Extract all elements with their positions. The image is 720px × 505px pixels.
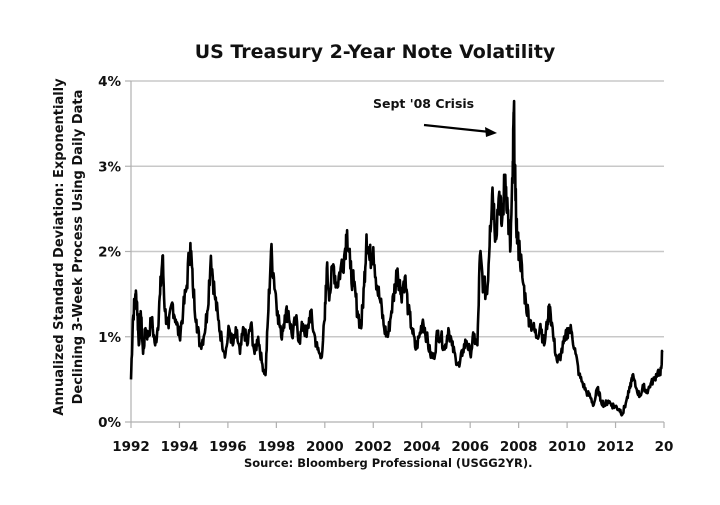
y-tick-labels: 0% 1% 2% 3% 4% [98, 74, 121, 431]
x-tick-label: 2004 [403, 439, 441, 455]
x-tick-label: 2010 [548, 439, 586, 455]
annotation-arrow [423, 123, 497, 137]
x-tick-label: 20 [655, 439, 674, 455]
y-tick-label: 0% [98, 415, 121, 431]
source-note: Source: Bloomberg Professional (USGG2YR)… [244, 456, 532, 470]
y-axis-label-line-2: Declining 3-Week Process Using Daily Dat… [71, 90, 86, 405]
y-tick-label: 2% [98, 245, 121, 261]
x-tick-label: 1996 [209, 439, 247, 455]
x-tick-label: 2008 [500, 439, 538, 455]
y-tick-label: 4% [98, 74, 121, 90]
x-tick-label: 2012 [597, 439, 635, 455]
annotation-label: Sept '08 Crisis [373, 96, 474, 111]
x-tick-label: 1994 [161, 439, 199, 455]
series-line-volatility [129, 99, 664, 417]
x-tick-label: 1992 [112, 439, 150, 455]
x-tick-label: 2002 [354, 439, 392, 455]
x-tick-labels: 1992 1994 1996 1998 2000 2002 2004 2006 2008 2010… [112, 439, 673, 455]
x-tick-label: 1998 [258, 439, 296, 455]
x-tick-label: 2000 [306, 439, 344, 455]
x-tick-label: 2006 [451, 439, 489, 455]
y-axis-label-line-1: Annualized Standard Deviation: Exponenti… [52, 78, 67, 416]
gridlines [131, 80, 664, 338]
y-axis-label: Annualized Standard Deviation: Exponenti… [52, 78, 86, 416]
y-tick-label: 1% [98, 330, 121, 346]
axes [125, 80, 665, 428]
y-tick-label: 3% [98, 159, 121, 175]
chart-title: US Treasury 2-Year Note Volatility [195, 41, 556, 63]
